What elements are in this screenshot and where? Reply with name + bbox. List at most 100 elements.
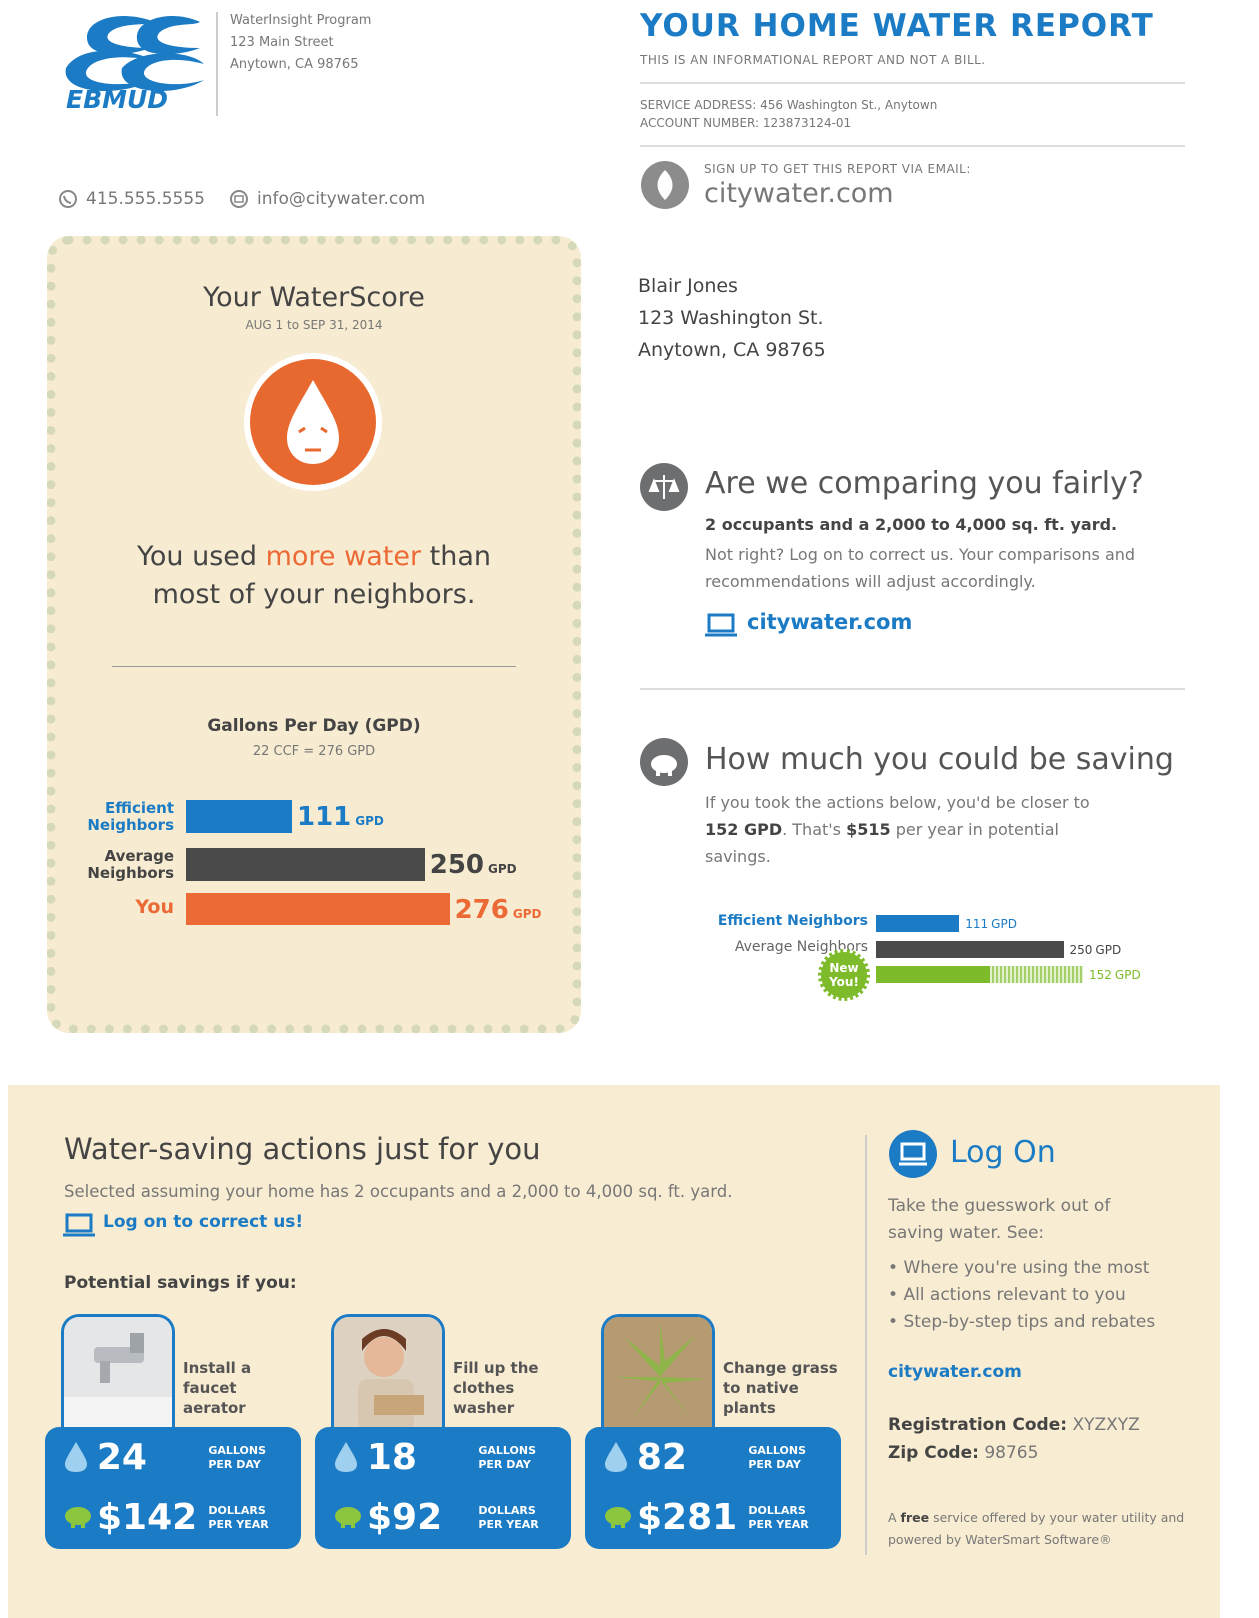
recipient-name: Blair Jones	[638, 275, 738, 297]
value: 250	[1069, 943, 1093, 957]
text-segment: 152 GPD	[705, 820, 783, 839]
amount: 24	[96, 1437, 147, 1478]
dollars-row: $281 DOLLARS PER YEAR	[603, 1497, 828, 1538]
bullet-item: • All actions relevant to you	[888, 1285, 1126, 1305]
unit: GPD	[512, 907, 542, 921]
unit: DOLLARS PER YEAR	[478, 1503, 539, 1531]
rule	[640, 82, 1185, 84]
logon-link[interactable]: citywater.com	[888, 1362, 1022, 1382]
unit: GPD	[1114, 968, 1141, 982]
bar	[876, 941, 1064, 958]
bar	[186, 893, 450, 925]
email[interactable]: info@citywater.com	[256, 189, 426, 209]
logo-text: EBMUD	[66, 85, 168, 114]
value: 250	[429, 850, 485, 880]
photo	[334, 1317, 442, 1432]
report-subtitle: THIS IS AN INFORMATIONAL REPORT AND NOT …	[640, 53, 986, 67]
program: WaterInsight Program	[230, 13, 372, 28]
value: 111	[965, 917, 989, 931]
chart-title: Gallons Per Day (GPD)	[207, 716, 421, 736]
logon-footer: A free service offered by your water uti…	[888, 1507, 1208, 1551]
action-photo	[331, 1314, 445, 1432]
phone[interactable]: 415.555.5555	[86, 189, 205, 209]
unit: GPD	[1095, 943, 1122, 957]
actions-title: Water-saving actions just for you	[64, 1132, 541, 1166]
scale-icon	[640, 463, 688, 511]
bullet-item: • Where you're using the most	[888, 1258, 1150, 1278]
gallons-row: 18 GALLONS PER DAY	[333, 1437, 558, 1478]
dollars-row-icon	[603, 1503, 633, 1533]
dollars-row-icon	[63, 1503, 93, 1533]
dollars-row-icon	[333, 1503, 363, 1533]
value: 152	[1089, 968, 1112, 982]
bar-label: Average Neighbors	[87, 846, 174, 882]
recipient-city: Anytown, CA 98765	[638, 339, 826, 361]
bullet-item: • Step-by-step tips and rebates	[888, 1312, 1156, 1332]
action-label: Install a faucet aerator	[183, 1359, 252, 1417]
actions-link[interactable]: Log on to correct us!	[103, 1212, 304, 1232]
action-photo	[61, 1314, 175, 1432]
unit: GALLONS PER DAY	[208, 1443, 267, 1471]
email-icon	[229, 190, 248, 208]
amount: $142	[97, 1497, 198, 1538]
action-label: Fill up the clothes washer	[453, 1359, 539, 1417]
fairness-link[interactable]: citywater.com	[747, 610, 913, 634]
score-face-icon	[244, 353, 382, 491]
recipient: Blair Jones 123 Washington St. Anytown, …	[638, 270, 826, 366]
action-photo	[601, 1314, 715, 1432]
text-segment: You used	[136, 541, 266, 572]
signup-link[interactable]: citywater.com	[704, 178, 894, 209]
score-title: Your WaterScore	[203, 282, 425, 313]
piggy-icon	[65, 1506, 91, 1528]
street: 123 Main Street	[230, 35, 334, 50]
savings-text: If you took the actions below, you'd be …	[705, 789, 1090, 870]
gallons-row: 82 GALLONS PER DAY	[603, 1437, 828, 1478]
value: 276	[454, 895, 509, 925]
account-info: SERVICE ADDRESS: 456 Washington St., Any…	[640, 96, 937, 132]
laptop-icon	[63, 1213, 95, 1237]
value-label: 250 GPD	[1070, 943, 1122, 957]
fairness-text: Not right? Log on to correct us. Your co…	[705, 545, 1136, 591]
bullet-text: Step-by-step tips and rebates	[903, 1312, 1156, 1332]
rule	[640, 688, 1185, 690]
unit: GALLONS PER DAY	[748, 1443, 807, 1471]
leaf-icon	[641, 161, 689, 209]
bar-label: Efficient Neighbors	[87, 798, 174, 834]
logon-intro: Take the guesswork out of saving water. …	[888, 1196, 1111, 1243]
city: Anytown, CA 98765	[230, 57, 359, 72]
rule	[112, 666, 516, 667]
amount: $92	[367, 1497, 443, 1538]
logon-codes: Registration Code: XYZXYZ Zip Code: 9876…	[888, 1411, 1140, 1467]
fairness-title: Are we comparing you fairly?	[705, 466, 1144, 501]
drop-icon	[65, 1441, 87, 1472]
value-label: 152 GPD	[1089, 968, 1141, 982]
gallons-row-icon	[603, 1440, 633, 1476]
bullet-text: All actions relevant to you	[903, 1285, 1126, 1305]
chart-subtitle: 22 CCF = 276 GPD	[252, 744, 376, 759]
recipient-street: 123 Washington St.	[638, 307, 824, 329]
score-message: You used more water than most of your ne…	[107, 538, 521, 614]
value-label: 111 GPD	[965, 917, 1017, 931]
text-segment: than most of your neighbors.	[152, 541, 492, 610]
dollars-row: $142 DOLLARS PER YEAR	[63, 1497, 288, 1538]
logon-icon	[889, 1130, 937, 1178]
amount: $281	[637, 1497, 738, 1538]
piggy-icon	[605, 1506, 631, 1528]
signup-label: SIGN UP TO GET THIS REPORT VIA EMAIL:	[704, 162, 971, 176]
bar	[876, 966, 990, 983]
action-label: Change grass to native plants	[723, 1359, 838, 1417]
unit: GPD	[488, 862, 517, 876]
logo: EBMUD	[65, 16, 204, 114]
new-you-badge: New You!	[818, 949, 870, 1001]
bar-label: Efficient Neighbors	[717, 913, 868, 929]
text-segment: free	[900, 1510, 930, 1525]
savings-box: 82 GALLONS PER DAY $281 DOLLARS PER YEAR	[585, 1427, 841, 1549]
photo	[64, 1317, 172, 1432]
unit: GALLONS PER DAY	[478, 1443, 537, 1471]
registration-label: Registration Code:	[888, 1415, 1068, 1435]
piggy-icon	[335, 1506, 361, 1528]
bullet-text: Where you're using the most	[903, 1258, 1150, 1278]
dollars-row: $92 DOLLARS PER YEAR	[333, 1497, 558, 1538]
